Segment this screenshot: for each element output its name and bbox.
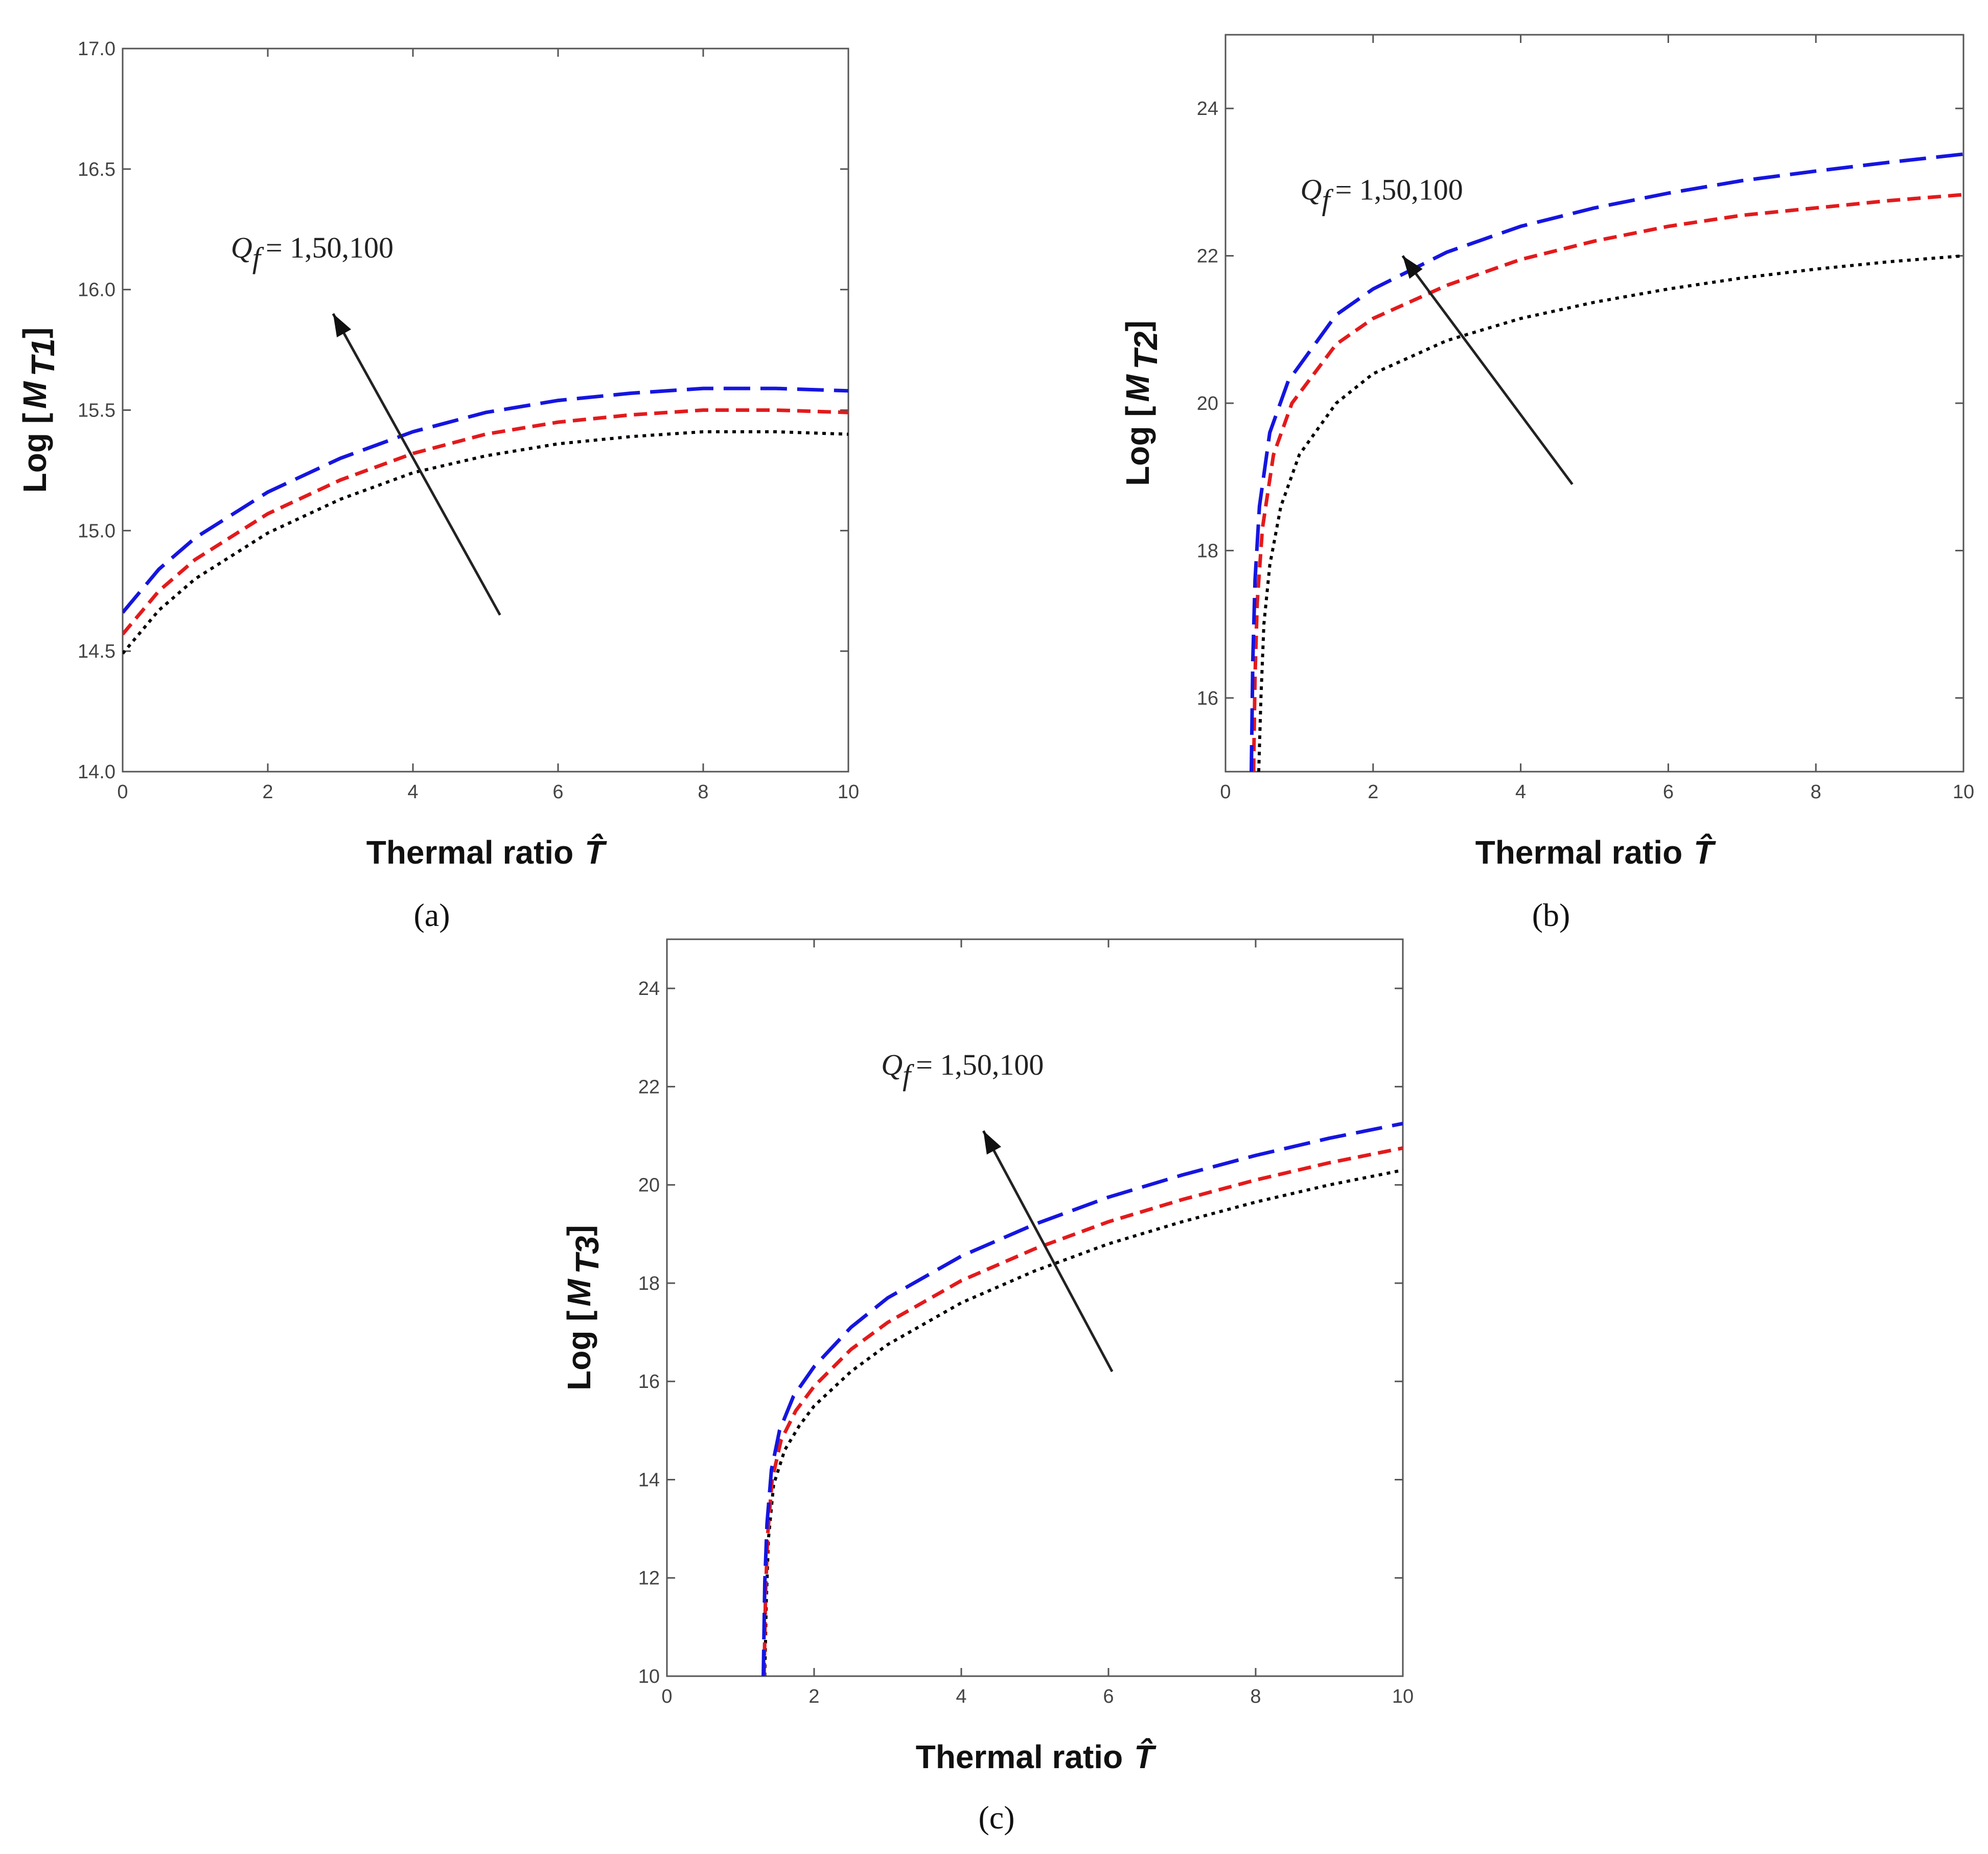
- y-tick-label: 16: [638, 1371, 660, 1393]
- panel-a: 0 2 4 6 8 10 14.0 14.5 15.0 15.5 16.0 16.5 17.0 Qf = 1…: [16, 38, 859, 933]
- y-tick-label: 22: [1197, 246, 1218, 267]
- y-tick-label: 12: [638, 1568, 660, 1589]
- series-line-qf-50: [762, 1146, 1403, 1676]
- x-tick-label: 2: [1368, 781, 1378, 803]
- x-tick-label: 4: [1515, 781, 1526, 803]
- y-axis-title: Log [MT3]: [561, 1225, 606, 1390]
- y-axis-title: Log [MT2]: [1119, 320, 1164, 486]
- y-tick-label: 15.5: [78, 400, 115, 422]
- y-axis-title: Log [MT1]: [16, 328, 61, 493]
- x-tick-label: 4: [407, 781, 418, 803]
- x-tick-label: 4: [956, 1686, 966, 1707]
- x-tick-label: 0: [661, 1686, 672, 1707]
- y-tick-label: 16.0: [78, 280, 115, 301]
- x-tick-label: 6: [1103, 1686, 1114, 1707]
- x-tick-label: 8: [1250, 1686, 1261, 1707]
- x-axis-title: Thermal ratio T̂: [1475, 833, 1716, 871]
- y-tick-label: 17.0: [78, 38, 115, 60]
- x-tick-label: 2: [808, 1686, 819, 1707]
- series-line-qf-1: [123, 430, 848, 655]
- y-tick-label: 14: [638, 1469, 660, 1491]
- x-tick-label: 6: [552, 781, 563, 803]
- y-tick-label: 18: [1197, 540, 1218, 562]
- series-line-qf-100: [1250, 152, 1963, 772]
- y-tick-label: 18: [638, 1273, 660, 1294]
- panel-caption: (c): [978, 1799, 1014, 1836]
- y-tick-label: 16: [1197, 688, 1218, 709]
- trend-arrow-head: [983, 1130, 1002, 1155]
- panel-caption: (b): [1532, 897, 1570, 933]
- trend-arrow-head: [333, 313, 352, 338]
- x-tick-label: 10: [1392, 1686, 1414, 1707]
- y-tick-label: 22: [638, 1076, 660, 1098]
- y-tick-label: 14.5: [78, 641, 115, 662]
- x-tick-label: 2: [262, 781, 273, 803]
- panel-caption: (a): [413, 897, 450, 933]
- series-line-qf-1: [1257, 254, 1963, 772]
- series-line-qf-50: [1252, 193, 1963, 772]
- y-tick-label: 16.5: [78, 159, 115, 180]
- annotation-label: Qf = 1,50,100: [881, 1048, 1044, 1092]
- trend-arrow-shaft: [982, 1130, 1114, 1373]
- x-axis-title: Thermal ratio T̂: [366, 833, 607, 871]
- x-tick-label: 8: [698, 781, 708, 803]
- x-tick-label: 0: [1220, 781, 1231, 803]
- y-tick-label: 20: [638, 1175, 660, 1196]
- x-tick-label: 6: [1663, 781, 1674, 803]
- y-tick-label: 10: [638, 1666, 660, 1687]
- series-line-qf-100: [123, 386, 848, 614]
- series-line-qf-50: [123, 408, 848, 636]
- x-tick-label: 0: [117, 781, 128, 803]
- y-tick-label: 20: [1197, 393, 1218, 414]
- x-tick-label: 10: [838, 781, 859, 803]
- annotation-label: Qf = 1,50,100: [231, 231, 394, 274]
- y-tick-label: 15.0: [78, 520, 115, 542]
- y-tick-label: 24: [638, 978, 660, 1000]
- x-tick-label: 8: [1811, 781, 1821, 803]
- series-line-qf-1: [763, 1168, 1403, 1676]
- annotation-label: Qf = 1,50,100: [1301, 173, 1463, 217]
- x-axis-title: Thermal ratio T̂: [916, 1737, 1157, 1775]
- plot-frame: [666, 938, 1404, 1677]
- trend-arrow-shaft: [332, 313, 501, 616]
- trend-arrow-head: [1402, 256, 1423, 279]
- y-tick-label: 14.0: [78, 761, 115, 783]
- x-tick-label: 10: [1953, 781, 1974, 803]
- trend-arrow-shaft: [1401, 255, 1574, 485]
- series-line-qf-100: [761, 1122, 1403, 1676]
- y-tick-label: 24: [1197, 98, 1218, 120]
